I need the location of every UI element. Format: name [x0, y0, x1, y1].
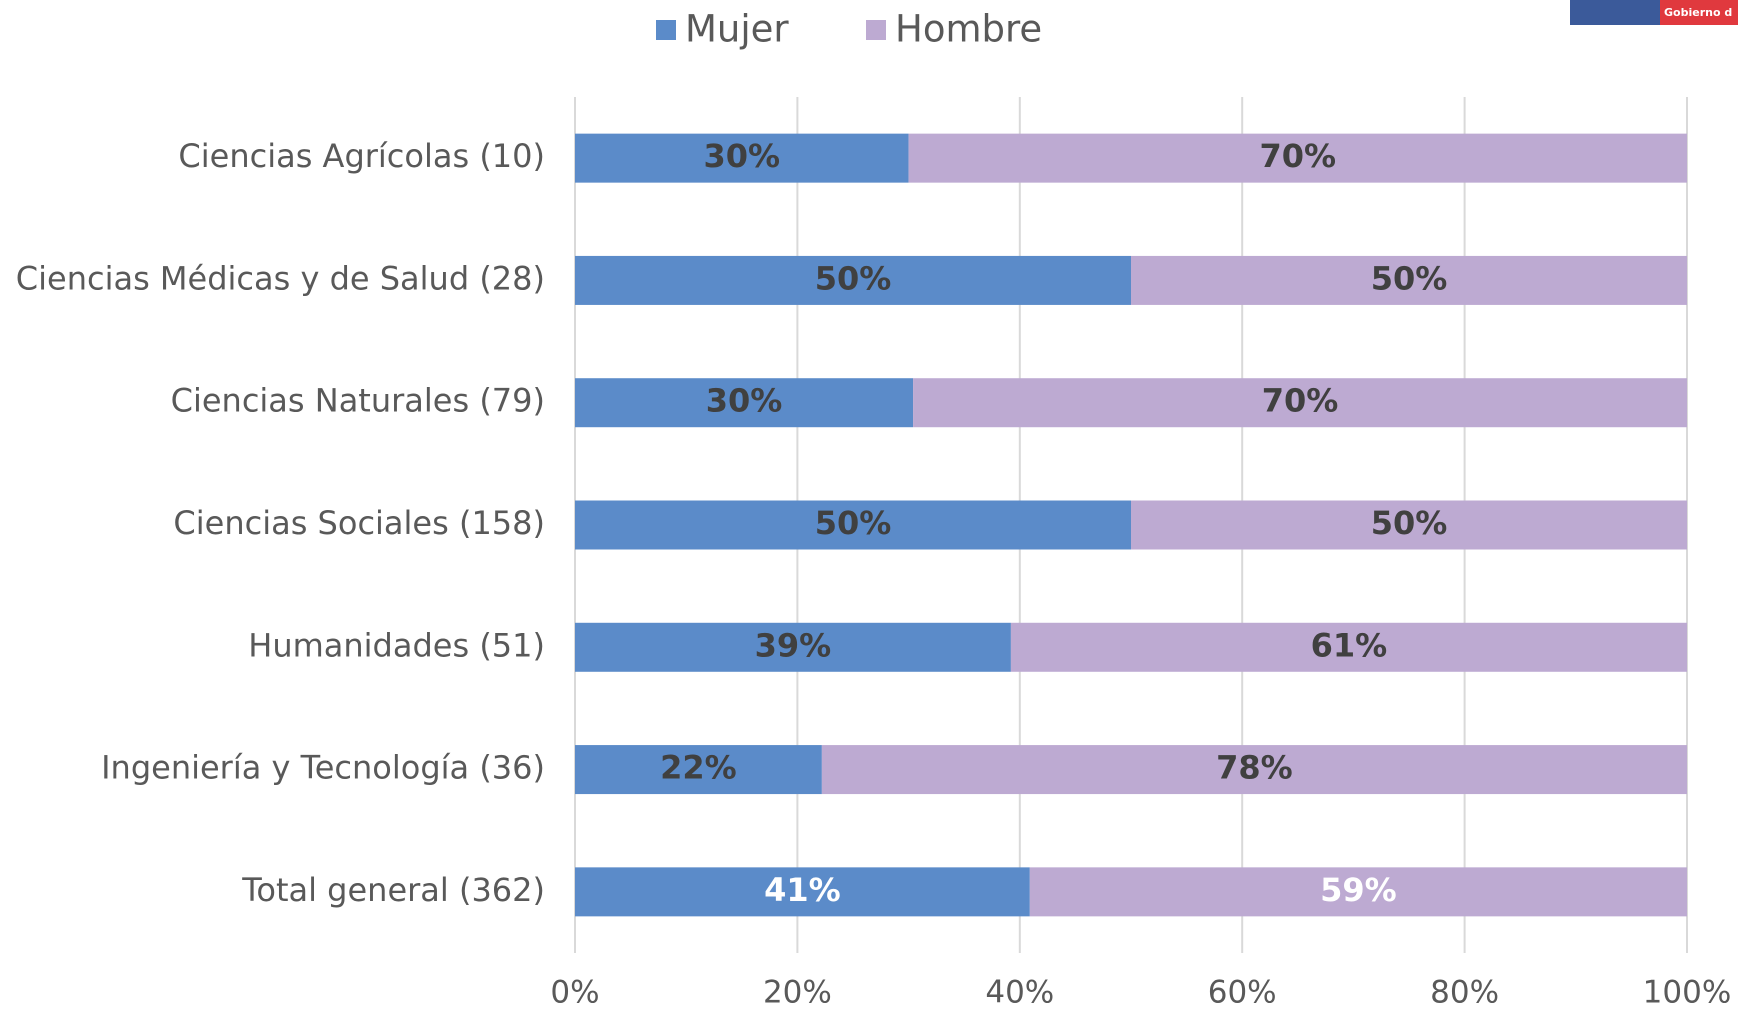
- y-tick-label: Total general (362): [241, 871, 545, 909]
- value-label: 70%: [1260, 137, 1337, 175]
- value-label: 50%: [1371, 259, 1448, 297]
- value-label: 59%: [1320, 871, 1397, 909]
- y-tick-label: Ciencias Sociales (158): [173, 504, 545, 542]
- value-label: 50%: [1371, 504, 1448, 542]
- y-tick-label: Ingeniería y Tecnología (36): [101, 749, 545, 787]
- bar-segment: [821, 745, 1687, 795]
- value-label: 30%: [704, 137, 781, 175]
- x-tick-label: 40%: [985, 975, 1054, 1010]
- legend-label: Hombre: [895, 8, 1042, 51]
- value-label: 41%: [764, 871, 841, 909]
- y-tick-label: Ciencias Agrícolas (10): [178, 137, 545, 175]
- x-tick-label: 60%: [1208, 975, 1277, 1010]
- value-label: 50%: [815, 504, 892, 542]
- bar-segment: [1010, 622, 1687, 672]
- bar-segment: [575, 500, 1131, 550]
- bar-segment: [1029, 867, 1687, 917]
- value-label: 39%: [755, 626, 832, 664]
- x-tick-label: 0%: [550, 975, 599, 1010]
- bar-segment: [575, 745, 822, 795]
- bar-segment: [575, 255, 1131, 305]
- bar-segment: [908, 133, 1687, 183]
- value-label: 78%: [1216, 749, 1293, 787]
- bar-segment: [1131, 255, 1687, 305]
- bar-segment: [913, 378, 1687, 428]
- bar-segment: [575, 867, 1030, 917]
- value-label: 30%: [706, 382, 783, 420]
- value-label: 50%: [815, 259, 892, 297]
- y-tick-label: Ciencias Médicas y de Salud (28): [16, 259, 545, 297]
- value-label: 61%: [1311, 626, 1388, 664]
- legend-label: Mujer: [685, 8, 789, 51]
- bar-segment: [1131, 500, 1687, 550]
- x-tick-label: 100%: [1643, 975, 1732, 1010]
- x-tick-label: 20%: [763, 975, 832, 1010]
- legend-swatch: [866, 20, 886, 40]
- bar-segment: [575, 378, 914, 428]
- y-tick-label: Humanidades (51): [248, 626, 545, 664]
- logo-red: [1660, 0, 1738, 25]
- bar-segment: [575, 622, 1011, 672]
- bar-segment: [575, 133, 909, 183]
- logo-blue: [1570, 0, 1660, 25]
- value-label: 70%: [1262, 382, 1339, 420]
- legend-swatch: [656, 20, 676, 40]
- value-label: 22%: [660, 749, 737, 787]
- logo-text: Gobierno d: [1664, 6, 1732, 19]
- y-tick-label: Ciencias Naturales (79): [171, 382, 545, 420]
- x-tick-label: 80%: [1430, 975, 1499, 1010]
